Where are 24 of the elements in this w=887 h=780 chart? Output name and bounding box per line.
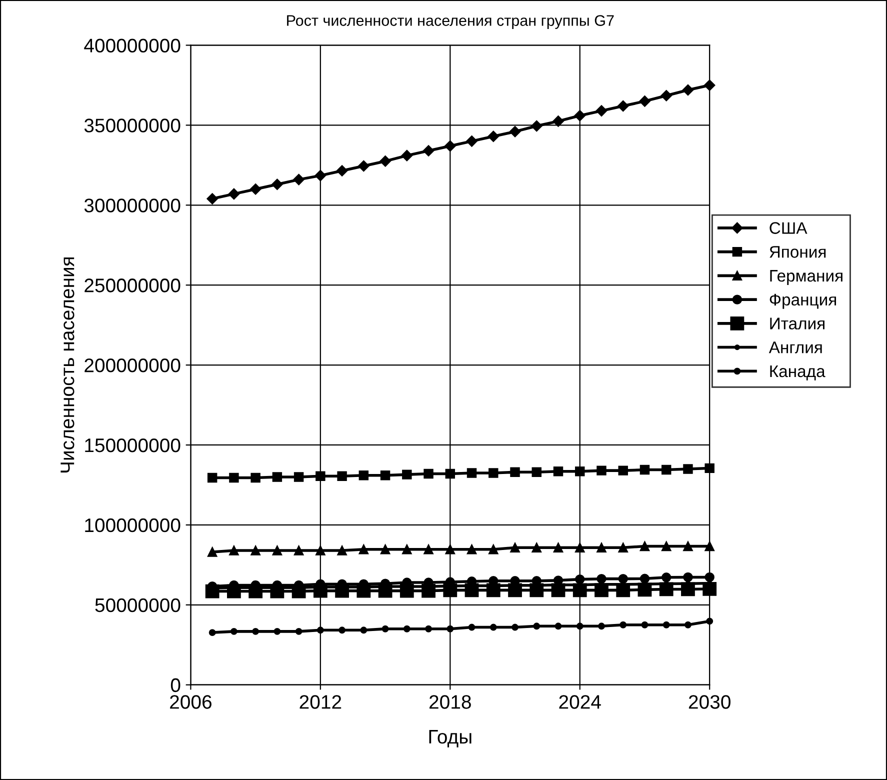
x-tick-label: 2006 bbox=[170, 695, 212, 709]
legend-label: Япония bbox=[770, 246, 826, 258]
y-tick-label: 300000000 bbox=[84, 198, 180, 212]
legend-label: Канада bbox=[770, 366, 826, 380]
y-tick-label: 50000000 bbox=[95, 598, 180, 612]
y-axis-title: Численность населения bbox=[60, 257, 74, 472]
legend-label: Италия bbox=[770, 318, 824, 330]
legend-label: Англия bbox=[768, 342, 822, 354]
y-tick-label: 0 bbox=[170, 678, 180, 692]
y-tick-label: 250000000 bbox=[84, 278, 180, 292]
legend-label: США bbox=[770, 222, 808, 234]
y-tick-label: 100000000 bbox=[85, 518, 180, 532]
y-tick-label: 400000000 bbox=[84, 38, 180, 52]
legend-label: Германия bbox=[770, 270, 842, 285]
y-tick-label: 150000000 bbox=[85, 438, 180, 452]
y-tick-label: 200000000 bbox=[84, 358, 180, 372]
x-tick-label: 2012 bbox=[300, 695, 342, 709]
legend-label: Франция bbox=[770, 294, 836, 309]
x-axis-title: Годы bbox=[429, 730, 472, 748]
y-tick-label: 350000000 bbox=[84, 118, 180, 132]
x-tick-label: 2030 bbox=[688, 695, 730, 709]
chart-title: Рост численности населения стран группы G7 bbox=[287, 15, 614, 29]
x-tick-label: 2024 bbox=[559, 695, 601, 709]
x-tick-label: 2018 bbox=[430, 695, 471, 709]
